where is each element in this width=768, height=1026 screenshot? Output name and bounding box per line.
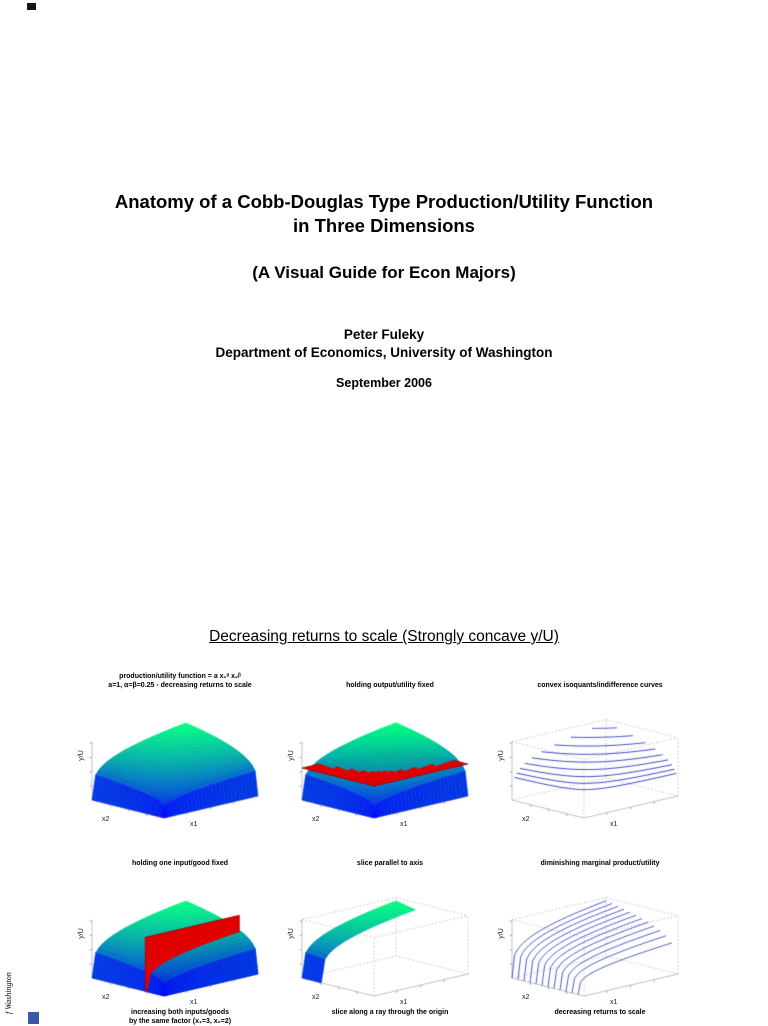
plot-area: y/U x2 x1 (287, 868, 490, 1008)
plot-area: y/U x2 x1 (287, 690, 490, 830)
y-axis-label: x2 (102, 994, 110, 1001)
plot-area: y/U x2 x1 (497, 690, 700, 830)
page-bottom-logo-mark (28, 1012, 39, 1024)
surface-plane-plot-canvas (290, 690, 490, 830)
caption-line: slice along a ray through the origin (331, 1009, 449, 1016)
panel-title-line: slice parallel to axis (356, 859, 424, 867)
plot-area: y/U x2 x1 (77, 690, 280, 830)
z-axis-label: y/U (497, 750, 505, 761)
figure-panel-slice: slice parallel to axis y/U x2 x1 slice a… (287, 844, 490, 1022)
contour-plot-canvas (500, 690, 700, 830)
title-line-2: in Three Dimensions (293, 215, 475, 237)
figure-panel-isoquants: convex isoquants/indifference curves y/U… (497, 666, 700, 844)
figure-panel-production-function: production/utility function = a x₁ᵅ x₂ᵝ … (77, 666, 280, 844)
panel-caption (495, 830, 705, 844)
panel-title: production/utility function = a x₁ᵅ x₂ᵝ … (80, 666, 280, 690)
panel-title: slice parallel to axis (290, 844, 490, 868)
panel-title: convex isoquants/indifference curves (500, 666, 700, 690)
y-axis-label: x2 (522, 816, 530, 823)
caption-line: increasing both inputs/goods (131, 1009, 229, 1016)
x-axis-label: x1 (610, 821, 618, 828)
section-heading: Decreasing returns to scale (Strongly co… (209, 628, 559, 645)
figure-grid: production/utility function = a x₁ᵅ x₂ᵝ … (77, 666, 710, 1025)
plot-area: y/U x2 x1 (497, 868, 700, 1008)
z-axis-label: y/U (77, 928, 85, 939)
side-vertical-text: f Washington (4, 972, 13, 1014)
surface-plot-canvas (80, 690, 280, 830)
panel-caption: decreasing returns to scale (495, 1008, 705, 1022)
author-name: Peter Fuleky (343, 327, 425, 342)
author-affiliation: Department of Economics, University of W… (215, 345, 553, 361)
x-axis-label: x1 (610, 999, 618, 1006)
slice-plot-canvas (290, 868, 490, 1008)
caption-line: by the same factor (x₁=3, x₂=2) (128, 1018, 232, 1026)
panel-title: holding output/utility fixed (290, 666, 490, 690)
plot-area: y/U x2 x1 (77, 868, 280, 1008)
z-axis-label: y/U (497, 928, 505, 939)
curves-plot-canvas (500, 868, 700, 1008)
figure-panel-input-fixed: holding one input/good fixed y/U x2 x1 i… (77, 844, 280, 1025)
z-axis-label: y/U (77, 750, 85, 761)
panel-title: holding one input/good fixed (80, 844, 280, 868)
x-axis-label: x1 (400, 821, 408, 828)
paper-subtitle: (A Visual Guide for Econ Majors) (252, 263, 516, 282)
x-axis-label: x1 (190, 999, 198, 1006)
y-axis-label: x2 (102, 816, 110, 823)
surface-plane-plot-canvas (80, 868, 280, 1008)
panel-caption: slice along a ray through the origin (285, 1008, 495, 1022)
panel-title-line: holding one input/good fixed (131, 859, 229, 867)
z-axis-label: y/U (287, 928, 295, 939)
page-corner-mark (27, 3, 36, 10)
y-axis-label: x2 (312, 816, 320, 823)
figure-panel-output-fixed: holding output/utility fixed y/U x2 x1 (287, 666, 490, 844)
x-axis-label: x1 (400, 999, 408, 1006)
panel-subtitle-line: a=1, α=β=0.25 - decreasing returns to sc… (108, 681, 252, 689)
panel-caption (75, 830, 285, 844)
paper-date: September 2006 (336, 376, 432, 390)
author-block: Peter Fuleky Department of Economics, Uni… (0, 326, 768, 362)
paper-title: Anatomy of a Cobb-Douglas Type Productio… (0, 190, 768, 238)
figure-panel-marginal-product: diminishing marginal product/utility y/U… (497, 844, 700, 1022)
panel-title-line: production/utility function = a x₁ᵅ x₂ᵝ (119, 672, 241, 680)
x-axis-label: x1 (190, 821, 198, 828)
panel-caption: increasing both inputs/goods by the same… (75, 1008, 285, 1025)
panel-title-line: holding output/utility fixed (346, 681, 434, 689)
title-line-1: Anatomy of a Cobb-Douglas Type Productio… (114, 191, 654, 212)
panel-title: diminishing marginal product/utility (500, 844, 700, 868)
panel-caption (285, 830, 495, 844)
y-axis-label: x2 (522, 994, 530, 1001)
y-axis-label: x2 (312, 994, 320, 1001)
caption-line: decreasing returns to scale (554, 1009, 646, 1016)
panel-title-line: convex isoquants/indifference curves (537, 681, 663, 689)
panel-title-line: diminishing marginal product/utility (540, 859, 660, 867)
z-axis-label: y/U (287, 750, 295, 761)
